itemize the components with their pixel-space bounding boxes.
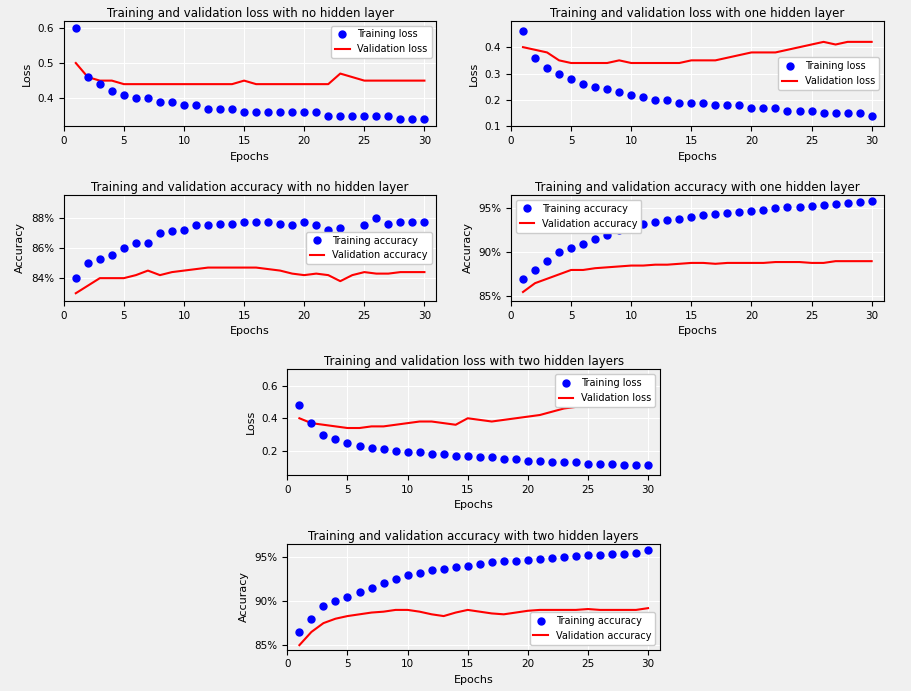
X-axis label: Epochs: Epochs xyxy=(230,326,270,336)
Title: Training and validation loss with one hidden layer: Training and validation loss with one hi… xyxy=(550,6,844,19)
Legend: Training loss, Validation loss: Training loss, Validation loss xyxy=(555,375,655,407)
X-axis label: Epochs: Epochs xyxy=(454,675,494,685)
Legend: Training accuracy, Validation accuracy: Training accuracy, Validation accuracy xyxy=(529,612,655,645)
Title: Training and validation accuracy with no hidden layer: Training and validation accuracy with no… xyxy=(91,181,409,194)
Title: Training and validation accuracy with two hidden layers: Training and validation accuracy with tw… xyxy=(309,530,639,542)
Legend: Training loss, Validation loss: Training loss, Validation loss xyxy=(778,57,879,90)
Title: Training and validation accuracy with one hidden layer: Training and validation accuracy with on… xyxy=(535,181,860,194)
Title: Training and validation loss with two hidden layers: Training and validation loss with two hi… xyxy=(323,355,624,368)
Title: Training and validation loss with no hidden layer: Training and validation loss with no hid… xyxy=(107,6,394,19)
X-axis label: Epochs: Epochs xyxy=(454,500,494,511)
Legend: Training accuracy, Validation accuracy: Training accuracy, Validation accuracy xyxy=(306,231,432,264)
X-axis label: Epochs: Epochs xyxy=(678,326,717,336)
Legend: Training accuracy, Validation accuracy: Training accuracy, Validation accuracy xyxy=(516,200,641,233)
Y-axis label: Accuracy: Accuracy xyxy=(463,223,473,274)
Y-axis label: Accuracy: Accuracy xyxy=(239,571,249,622)
Y-axis label: Loss: Loss xyxy=(246,410,256,435)
X-axis label: Epochs: Epochs xyxy=(678,152,717,162)
X-axis label: Epochs: Epochs xyxy=(230,152,270,162)
Y-axis label: Loss: Loss xyxy=(22,61,32,86)
Y-axis label: Loss: Loss xyxy=(469,61,479,86)
Legend: Training loss, Validation loss: Training loss, Validation loss xyxy=(332,26,432,58)
Y-axis label: Accuracy: Accuracy xyxy=(15,223,26,274)
